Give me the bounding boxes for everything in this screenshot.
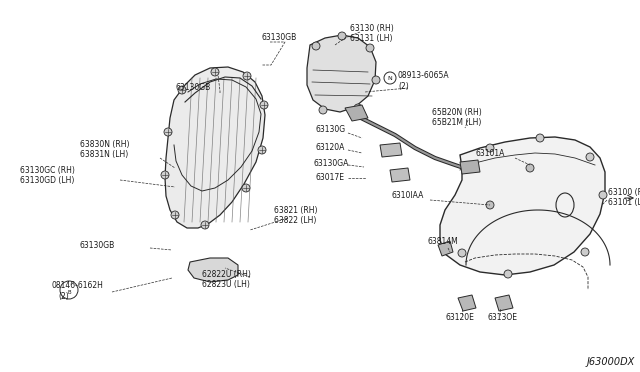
Circle shape — [586, 153, 594, 161]
Text: 65B20N (RH): 65B20N (RH) — [432, 109, 482, 118]
Text: 63130GB: 63130GB — [80, 241, 115, 250]
Circle shape — [581, 248, 589, 256]
Text: 63831N (LH): 63831N (LH) — [80, 151, 128, 160]
Text: 63120A: 63120A — [316, 144, 346, 153]
Text: 63017E: 63017E — [316, 173, 345, 183]
Circle shape — [486, 144, 494, 152]
Circle shape — [242, 184, 250, 192]
Text: 63130GB: 63130GB — [175, 83, 211, 93]
Text: N: N — [388, 76, 392, 80]
Text: 62822U (RH): 62822U (RH) — [202, 269, 251, 279]
Text: 63120E: 63120E — [445, 314, 474, 323]
Polygon shape — [307, 35, 376, 112]
Circle shape — [536, 134, 544, 142]
Text: 63130 (RH): 63130 (RH) — [350, 23, 394, 32]
Text: 63101 (LH): 63101 (LH) — [608, 199, 640, 208]
Text: 63821 (RH): 63821 (RH) — [274, 205, 317, 215]
Polygon shape — [390, 168, 410, 182]
Polygon shape — [165, 67, 265, 228]
Circle shape — [243, 72, 251, 80]
Polygon shape — [458, 295, 476, 311]
Circle shape — [486, 201, 494, 209]
Circle shape — [260, 101, 268, 109]
Text: (2): (2) — [58, 292, 68, 301]
Text: 63830N (RH): 63830N (RH) — [80, 141, 129, 150]
Text: 63130G: 63130G — [316, 125, 346, 135]
Text: 63101A: 63101A — [476, 150, 506, 158]
Circle shape — [504, 270, 512, 278]
Text: 08146-6162H: 08146-6162H — [52, 282, 104, 291]
Circle shape — [178, 86, 186, 94]
Text: 63130GA: 63130GA — [314, 158, 349, 167]
Polygon shape — [438, 241, 453, 256]
Text: J63000DX: J63000DX — [587, 357, 635, 367]
Text: 08913-6065A: 08913-6065A — [398, 71, 450, 80]
Circle shape — [366, 44, 374, 52]
Polygon shape — [440, 137, 605, 275]
Text: 63130GD (LH): 63130GD (LH) — [20, 176, 74, 185]
Circle shape — [312, 42, 320, 50]
Text: 63130GB: 63130GB — [262, 32, 297, 42]
Circle shape — [338, 32, 346, 40]
Circle shape — [458, 249, 466, 257]
Polygon shape — [345, 105, 368, 121]
Polygon shape — [495, 295, 513, 311]
Circle shape — [354, 104, 362, 112]
Circle shape — [164, 128, 172, 136]
Text: 63814M: 63814M — [427, 237, 458, 247]
Text: 65B21M (LH): 65B21M (LH) — [432, 119, 481, 128]
Circle shape — [171, 211, 179, 219]
Polygon shape — [188, 258, 238, 282]
Text: 6310IAA: 6310IAA — [392, 192, 424, 201]
Circle shape — [201, 221, 209, 229]
Text: 63822 (LH): 63822 (LH) — [274, 215, 316, 224]
Circle shape — [211, 68, 219, 76]
Text: B: B — [67, 289, 71, 295]
Circle shape — [599, 191, 607, 199]
Text: 63100 (RH): 63100 (RH) — [608, 189, 640, 198]
Circle shape — [372, 76, 380, 84]
Text: (2): (2) — [398, 81, 409, 90]
Text: 62823U (LH): 62823U (LH) — [202, 279, 250, 289]
Text: 6313OE: 6313OE — [488, 314, 518, 323]
Circle shape — [319, 106, 327, 114]
Circle shape — [161, 171, 169, 179]
Circle shape — [258, 146, 266, 154]
Polygon shape — [380, 143, 402, 157]
Text: 63131 (LH): 63131 (LH) — [350, 33, 392, 42]
Polygon shape — [460, 160, 480, 174]
Circle shape — [526, 164, 534, 172]
Text: 63130GC (RH): 63130GC (RH) — [20, 166, 75, 174]
